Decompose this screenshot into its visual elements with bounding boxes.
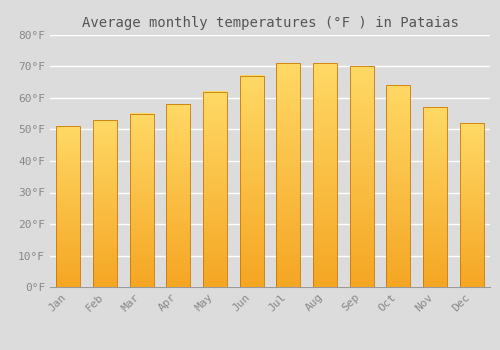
Bar [386, 85, 410, 287]
Bar [350, 66, 374, 287]
Bar [240, 76, 264, 287]
Bar [423, 107, 447, 287]
Bar [460, 123, 483, 287]
Bar [166, 104, 190, 287]
Title: Average monthly temperatures (°F ) in Pataias: Average monthly temperatures (°F ) in Pa… [82, 16, 458, 30]
Bar [130, 114, 154, 287]
Bar [276, 63, 300, 287]
Bar [203, 92, 227, 287]
Bar [313, 63, 337, 287]
Bar [93, 120, 117, 287]
Bar [56, 126, 80, 287]
